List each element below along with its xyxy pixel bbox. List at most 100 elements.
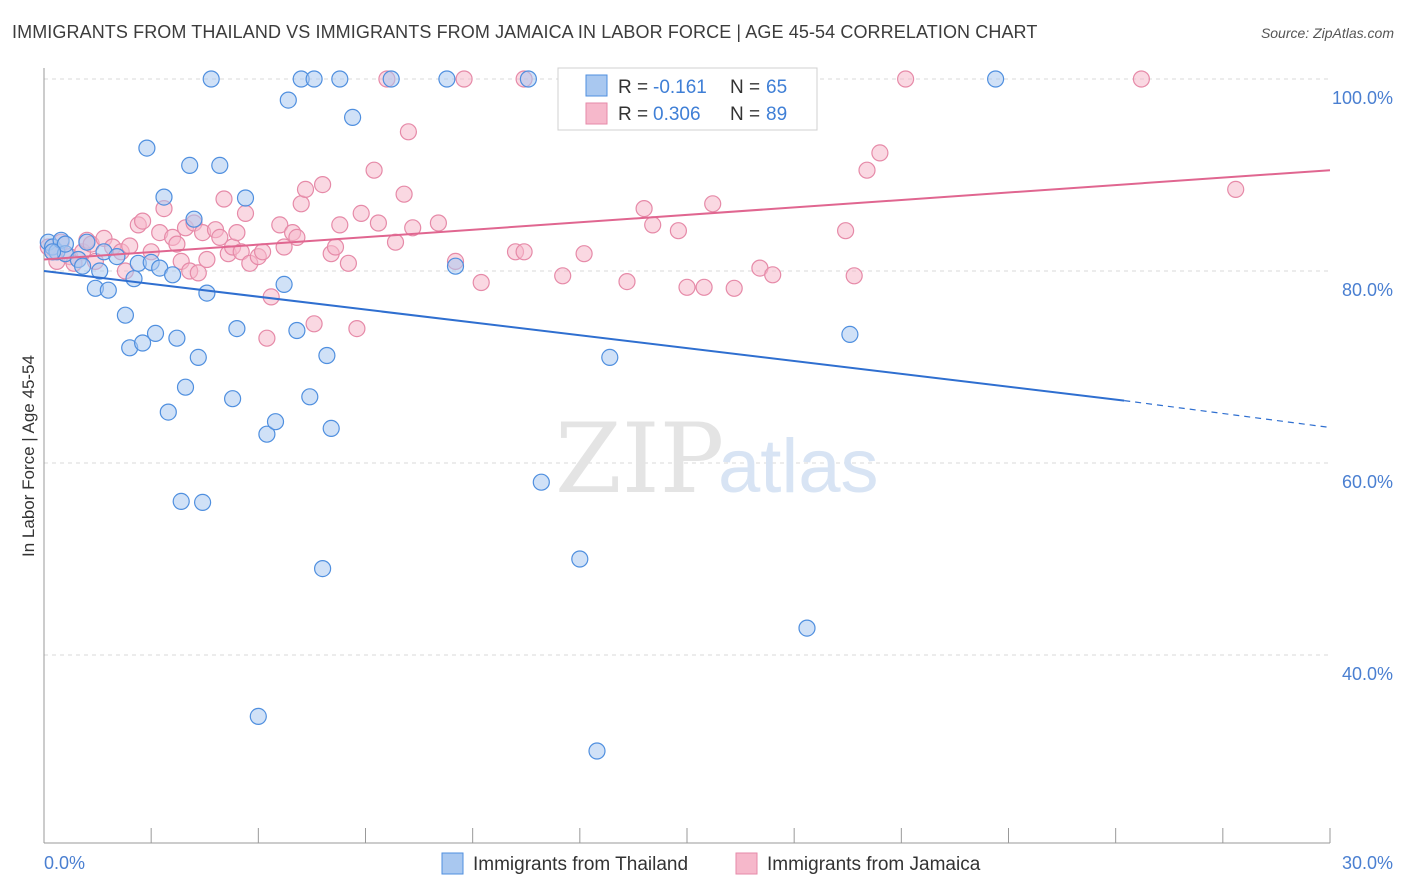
legend-n-label-thailand: N = bbox=[730, 77, 760, 98]
jamaica-point-60 bbox=[399, 123, 417, 141]
thailand-point-16 bbox=[125, 270, 143, 288]
chart-source: Source: ZipAtlas.com bbox=[1260, 25, 1394, 41]
x-ticks bbox=[43, 828, 1331, 843]
thailand-point-29 bbox=[181, 156, 199, 174]
thailand-point-30 bbox=[185, 210, 203, 228]
legend-swatch-jamaica bbox=[585, 102, 608, 125]
jamaica-point-30 bbox=[215, 190, 233, 208]
thailand-point-24 bbox=[159, 403, 177, 421]
thailand-point-33 bbox=[198, 284, 216, 302]
jamaica-point-72 bbox=[678, 278, 696, 296]
watermark: ZIP atlas bbox=[555, 403, 879, 515]
jamaica-point-86 bbox=[1132, 70, 1151, 88]
jamaica-point-46 bbox=[296, 180, 315, 198]
jamaica-point-53 bbox=[348, 320, 366, 338]
jamaica-point-50 bbox=[326, 238, 345, 256]
jamaica-point-48 bbox=[314, 176, 332, 194]
jamaica-point-65 bbox=[515, 243, 533, 261]
thailand-point-39 bbox=[249, 707, 267, 726]
thailand-point-35 bbox=[211, 156, 229, 174]
y-axis-label: In Labor Force | Age 45-54 bbox=[19, 355, 38, 557]
legend-r-label-jamaica: R = bbox=[618, 104, 648, 125]
y-tick-labels: 100.0% 80.0% 60.0% 40.0% bbox=[1332, 88, 1393, 684]
y-tick-label-1: 80.0% bbox=[1342, 280, 1393, 300]
thailand-point-5 bbox=[56, 235, 75, 253]
thailand-point-46 bbox=[301, 388, 319, 406]
jamaica-point-20 bbox=[168, 235, 186, 253]
x-tick-label-1: 30.0% bbox=[1342, 853, 1393, 873]
legend-n-value-thailand: 65 bbox=[766, 77, 787, 98]
jamaica-point-35 bbox=[236, 204, 255, 222]
jamaica-point-61 bbox=[429, 214, 447, 232]
chart-title: IMMIGRANTS FROM THAILAND VS IMMIGRANTS F… bbox=[12, 22, 1038, 42]
jamaica-point-83 bbox=[455, 70, 473, 88]
thailand-point-57 bbox=[532, 473, 550, 491]
jamaica-point-69 bbox=[635, 200, 653, 218]
trendline-thailand-extension bbox=[1124, 400, 1331, 429]
jamaica-point-57 bbox=[386, 233, 405, 251]
bottom-legend-label-thailand: Immigrants from Thailand bbox=[473, 854, 688, 875]
thailand-point-37 bbox=[228, 320, 246, 338]
jamaica-point-74 bbox=[704, 195, 722, 213]
jamaica-point-25 bbox=[189, 264, 207, 282]
jamaica-point-78 bbox=[836, 222, 855, 240]
y-tick-label-2: 60.0% bbox=[1342, 472, 1393, 492]
jamaica-point-79 bbox=[845, 267, 863, 285]
legend-r-label-thailand: R = bbox=[618, 77, 648, 98]
thailand-point-54 bbox=[438, 70, 456, 88]
thailand-point-14 bbox=[116, 306, 135, 324]
jamaica-point-71 bbox=[669, 222, 688, 240]
jamaica-point-15 bbox=[134, 212, 152, 230]
thailand-point-7 bbox=[73, 257, 92, 275]
jamaica-point-68 bbox=[618, 273, 636, 291]
jamaica-point-81 bbox=[871, 144, 889, 162]
thailand-point-19 bbox=[138, 139, 156, 157]
thailand-point-49 bbox=[318, 346, 336, 365]
jamaica-point-59 bbox=[404, 219, 422, 237]
thailand-point-64 bbox=[43, 243, 62, 261]
x-tick-label-0: 0.0% bbox=[44, 853, 85, 873]
jamaica-point-85 bbox=[896, 70, 915, 88]
jamaica-point-73 bbox=[695, 278, 713, 296]
thailand-point-63 bbox=[986, 70, 1005, 88]
thailand-point-32 bbox=[194, 493, 212, 511]
bottom-legend-swatch-thailand bbox=[441, 852, 464, 875]
thailand-point-59 bbox=[588, 742, 606, 760]
gridlines bbox=[44, 78, 1330, 656]
legend-swatch-thailand bbox=[585, 74, 608, 97]
legend: R = -0.161 N = 65 R = 0.306 N = 89 bbox=[557, 67, 818, 131]
jamaica-point-13 bbox=[121, 237, 139, 255]
jamaica-point-87 bbox=[1227, 180, 1245, 198]
thailand-point-28 bbox=[176, 378, 195, 396]
jamaica-point-39 bbox=[258, 329, 276, 347]
thailand-point-47 bbox=[305, 70, 323, 88]
jamaica-point-33 bbox=[228, 224, 246, 242]
thailand-point-38 bbox=[236, 189, 255, 207]
legend-n-label-jamaica: N = bbox=[730, 104, 760, 125]
thailand-point-23 bbox=[155, 188, 173, 206]
legend-r-value-jamaica: 0.306 bbox=[653, 104, 701, 125]
thailand-point-42 bbox=[275, 275, 293, 293]
trendline-jamaica bbox=[43, 169, 1331, 261]
jamaica-point-27 bbox=[198, 250, 216, 269]
thailand-point-52 bbox=[344, 108, 362, 127]
watermark-atlas: atlas bbox=[718, 424, 879, 509]
jamaica-point-56 bbox=[369, 214, 387, 232]
bottom-legend: Immigrants from Thailand Immigrants from… bbox=[441, 852, 981, 875]
jamaica-point-77 bbox=[764, 266, 782, 284]
y-tick-label-0: 100.0% bbox=[1332, 88, 1393, 108]
thailand-point-50 bbox=[322, 419, 340, 437]
thailand-point-60 bbox=[601, 348, 619, 366]
legend-n-value-jamaica: 89 bbox=[766, 104, 787, 125]
thailand-point-61 bbox=[798, 619, 816, 637]
jamaica-point-58 bbox=[395, 185, 413, 203]
bottom-legend-swatch-jamaica bbox=[735, 852, 758, 875]
jamaica-point-38 bbox=[254, 243, 272, 261]
thailand-point-31 bbox=[189, 348, 207, 366]
thailand-point-13 bbox=[108, 248, 126, 266]
jamaica-point-80 bbox=[858, 161, 876, 179]
watermark-zip: ZIP bbox=[555, 403, 724, 515]
thailand-point-8 bbox=[78, 233, 96, 251]
thailand-point-26 bbox=[168, 329, 186, 347]
